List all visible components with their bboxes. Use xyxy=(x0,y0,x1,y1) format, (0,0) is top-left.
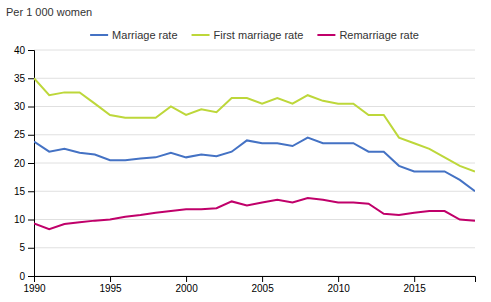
y-tick-mark xyxy=(28,135,34,136)
grid-line xyxy=(34,78,475,79)
y-tick-label: 25 xyxy=(14,129,26,140)
series-line xyxy=(34,78,475,171)
y-tick-label: 40 xyxy=(14,45,26,56)
x-tick: 1990 xyxy=(23,276,46,294)
grid-line xyxy=(34,134,475,135)
series-line xyxy=(34,198,475,229)
y-tick-label: 20 xyxy=(14,158,26,169)
chart: 1990 1995 2000 2005 2010 2015 0 5 10 15 20 25 30 35 40… xyxy=(0,0,491,302)
y-axis-label: Per 1 000 women xyxy=(6,6,92,18)
y-tick-label: 30 xyxy=(14,101,26,112)
x-axis-line xyxy=(35,277,476,283)
y-tick: 25 xyxy=(14,129,34,140)
x-tick-mark xyxy=(110,276,111,282)
y-tick: 15 xyxy=(14,186,34,197)
plot-area: 1990 1995 2000 2005 2010 2015 0 5 10 15 20 25 30 35 40 xyxy=(14,45,476,294)
legend-label: Marriage rate xyxy=(112,29,177,41)
x-tick-label: 1990 xyxy=(23,283,46,294)
legend-item: Remarriage rate xyxy=(317,29,418,41)
y-tick-mark xyxy=(28,107,34,108)
y-tick-mark xyxy=(28,220,34,221)
x-tick-label: 2015 xyxy=(404,283,427,294)
x-tick: 1995 xyxy=(99,276,122,294)
legend-label: First marriage rate xyxy=(214,29,304,41)
y-tick: 30 xyxy=(14,101,34,112)
y-tick-mark xyxy=(28,50,34,51)
legend-item: Marriage rate xyxy=(90,29,177,41)
y-axis: 0 5 10 15 20 25 30 35 40 xyxy=(14,45,35,282)
grid-line xyxy=(34,163,475,164)
y-axis-line xyxy=(28,51,35,277)
x-tick: 2010 xyxy=(328,276,351,294)
y-tick-mark xyxy=(28,276,34,277)
y-tick: 10 xyxy=(14,214,34,225)
y-tick-mark xyxy=(28,163,34,164)
legend-swatch xyxy=(317,34,335,36)
x-tick: 2000 xyxy=(175,276,198,294)
x-tick-label: 2010 xyxy=(328,283,351,294)
x-tick-label: 1995 xyxy=(99,283,122,294)
grid xyxy=(34,50,475,276)
y-tick: 40 xyxy=(14,45,34,56)
x-axis: 1990 1995 2000 2005 2010 2015 xyxy=(23,276,475,294)
legend-swatch xyxy=(90,34,108,36)
grid-line xyxy=(34,191,475,192)
lines xyxy=(34,78,475,229)
y-tick-label: 5 xyxy=(19,242,25,253)
legend-label: Remarriage rate xyxy=(339,29,418,41)
series-line xyxy=(34,138,475,192)
legend-item: First marriage rate xyxy=(192,29,304,41)
y-tick: 5 xyxy=(19,242,34,253)
y-tick-mark xyxy=(28,191,34,192)
y-tick-mark xyxy=(28,248,34,249)
x-tick-label: 2000 xyxy=(175,283,198,294)
grid-line xyxy=(34,247,475,248)
x-tick-mark xyxy=(414,276,415,282)
y-tick: 20 xyxy=(14,158,34,169)
x-tick-mark xyxy=(338,276,339,282)
x-tick-mark xyxy=(186,276,187,282)
y-tick-label: 10 xyxy=(14,214,26,225)
y-tick-mark xyxy=(28,78,34,79)
y-tick-label: 15 xyxy=(14,186,26,197)
x-tick-mark xyxy=(262,276,263,282)
y-tick-label: 0 xyxy=(19,271,25,282)
legend: Marriage rate First marriage rate Remarria… xyxy=(90,29,419,41)
y-tick: 35 xyxy=(14,73,34,84)
x-tick: 2015 xyxy=(404,276,427,294)
y-tick-label: 35 xyxy=(14,73,26,84)
x-tick: 2005 xyxy=(251,276,274,294)
legend-swatch xyxy=(192,34,210,36)
grid-line xyxy=(34,50,475,51)
x-tick-label: 2005 xyxy=(251,283,274,294)
y-tick: 0 xyxy=(19,271,34,282)
